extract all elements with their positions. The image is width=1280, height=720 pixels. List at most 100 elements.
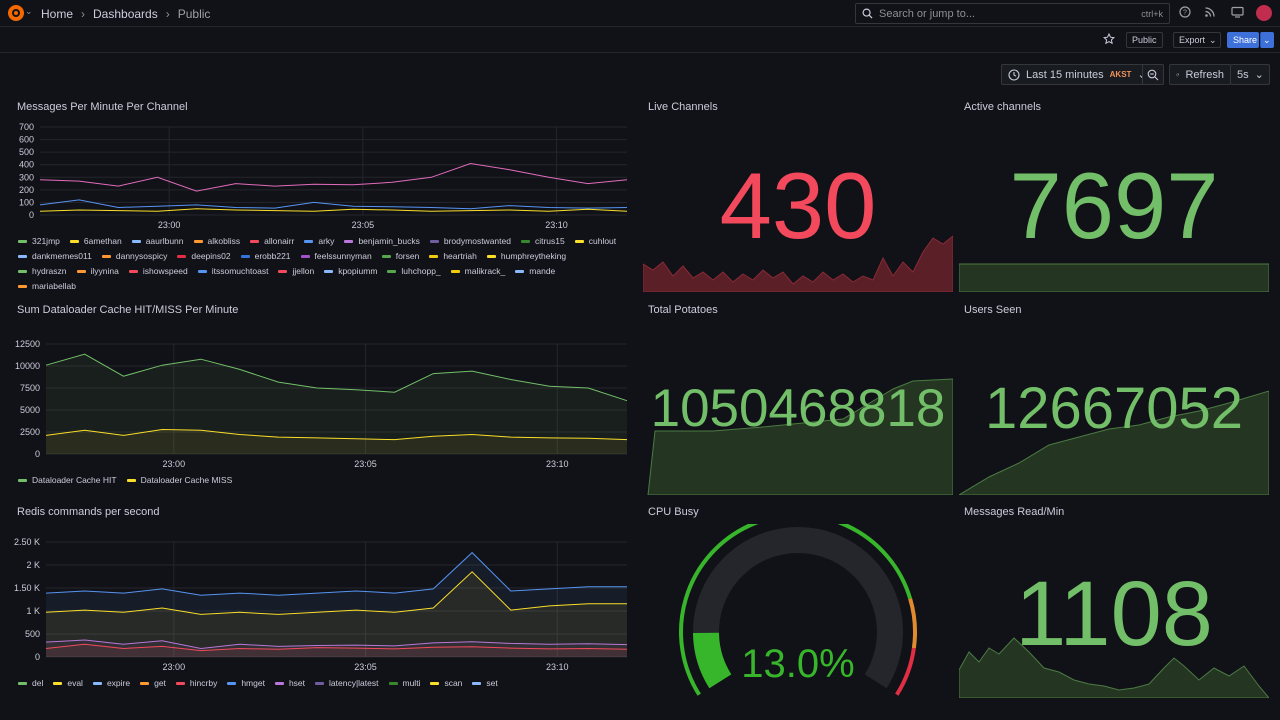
legend-item[interactable]: erobb221 [240, 251, 291, 262]
legend-item[interactable]: dannysospicy [101, 251, 168, 262]
series-line[interactable] [39, 162, 628, 192]
panel-title[interactable]: Live Channels [648, 101, 718, 113]
legend-label: hmget [241, 678, 265, 688]
legend-item[interactable]: hincrby [175, 678, 217, 692]
legend-swatch [131, 240, 141, 244]
breadcrumb-home[interactable]: Home [41, 7, 74, 21]
panel-title[interactable]: Messages Read/Min [964, 506, 1065, 518]
legend-item[interactable]: eval [53, 678, 83, 692]
legend-item[interactable]: aaurlbunn [131, 236, 184, 247]
share-dropdown-chevron-icon[interactable]: ⌄ [1260, 32, 1274, 48]
refresh-button[interactable]: Refresh [1169, 64, 1231, 85]
legend-item[interactable]: dankmemes011 [18, 251, 92, 262]
legend-item[interactable]: 321jmp [18, 236, 60, 247]
legend-item[interactable]: hydraszn [18, 266, 67, 277]
legend-label: mande [529, 266, 556, 276]
messages-per-minute-chart[interactable]: 0 100 200 300 400 500 600 700 23:00 23:05 23:10 [0, 119, 632, 249]
legend-item[interactable]: citrus15 [520, 236, 565, 247]
y-tick-label: 0 [29, 210, 34, 220]
series-line[interactable] [45, 571, 627, 615]
legend-item[interactable]: hmget [227, 678, 265, 692]
breadcrumb-dashboards[interactable]: Dashboards [93, 7, 158, 21]
legend-item[interactable]: 6amethan [69, 236, 122, 247]
legend-label: malikrack_ [464, 266, 506, 276]
legend-swatch [227, 682, 237, 686]
legend-item[interactable]: brodymostwanted [429, 236, 511, 247]
legend-item[interactable]: scan [430, 678, 462, 692]
legend-item[interactable]: luhchopp_ [387, 266, 441, 277]
legend-item[interactable]: feelssunnyman [300, 251, 372, 262]
help-icon[interactable]: ? [1178, 6, 1192, 20]
legend-item[interactable]: jjellon [278, 266, 314, 277]
legend-item[interactable]: malikrack_ [450, 266, 506, 277]
export-button[interactable]: Export ⌄ [1173, 32, 1221, 48]
search-input[interactable]: Search or jump to... ctrl+k [855, 3, 1170, 24]
legend-item[interactable]: ilyynina [76, 266, 119, 277]
y-tick-label: 100 [19, 197, 34, 207]
panel-title[interactable]: Users Seen [964, 304, 1022, 316]
user-avatar[interactable] [1256, 5, 1272, 21]
legend-item[interactable]: mande [515, 266, 555, 277]
panel-title[interactable]: Active channels [964, 101, 1042, 113]
time-range-picker[interactable]: Last 15 minutes AKST ⌄ [1001, 64, 1164, 85]
legend-item[interactable]: latency|latest [315, 678, 379, 692]
legend-swatch [304, 240, 314, 244]
legend-swatch [53, 682, 63, 686]
legend-swatch [18, 240, 27, 244]
share-button[interactable]: Share [1227, 32, 1259, 48]
legend-item[interactable]: get [140, 678, 166, 692]
kiosk-mode-icon[interactable] [1230, 6, 1244, 20]
series-line[interactable] [45, 643, 628, 652]
legend-swatch [18, 479, 27, 483]
panel-title[interactable]: Redis commands per second [17, 506, 160, 518]
star-icon[interactable] [1102, 32, 1116, 47]
series-line[interactable] [45, 639, 628, 650]
legend-item[interactable]: deepins02 [177, 251, 231, 262]
legend-item[interactable]: expire [92, 678, 131, 692]
panel-title[interactable]: Total Potatoes [648, 304, 718, 316]
legend-label: humphreytheking [500, 251, 567, 261]
dataloader-cache-chart[interactable]: 0 2500 5000 7500 10000 12500 23:00 23:05 23:10 [0, 334, 632, 494]
legend-item[interactable]: forsen [381, 251, 419, 262]
legend-swatch [240, 255, 250, 259]
legend-item[interactable]: multi [388, 678, 420, 692]
series-area [46, 571, 627, 657]
legend-item[interactable]: mariabellab [18, 281, 76, 292]
legend-item[interactable]: heartriah [429, 251, 477, 262]
legend-item[interactable]: arky [304, 236, 334, 247]
series-line[interactable] [45, 353, 628, 402]
legend-item[interactable]: benjamin_bucks [344, 236, 420, 247]
grafana-logo-icon[interactable] [8, 5, 24, 21]
legend-item[interactable]: alkobliss [193, 236, 240, 247]
legend-label: dannysospicy [115, 251, 168, 261]
legend-item[interactable]: kpopiumm [324, 266, 377, 277]
series-line[interactable] [39, 208, 628, 212]
legend-item[interactable]: set [472, 678, 498, 692]
legend-item[interactable]: Dataloader Cache MISS [126, 475, 232, 489]
y-tick-label: 2 K [26, 560, 40, 570]
series-line[interactable] [45, 551, 627, 596]
x-tick-label: 23:00 [163, 459, 186, 469]
legend-swatch [193, 240, 203, 244]
legend-item[interactable]: allonairr [250, 236, 294, 247]
legend-item[interactable]: cuhlout [574, 236, 617, 247]
refresh-interval-picker[interactable]: 5s ⌄ [1230, 64, 1270, 85]
news-rss-icon[interactable] [1203, 6, 1217, 20]
legend-item[interactable]: Dataloader Cache HIT [18, 475, 117, 489]
legend-item[interactable]: itssomuchtoast [197, 266, 268, 277]
legend-label: cuhlout [588, 236, 617, 246]
series-line[interactable] [45, 428, 628, 441]
redis-commands-chart[interactable]: 0 500 1 K 1.50 K 2 K 2.50 K 23:00 23:05 23:10 [0, 534, 632, 694]
legend-label: ishowspeed [142, 266, 188, 276]
panel-title[interactable]: Sum Dataloader Cache HIT/MISS Per Minute [17, 304, 239, 316]
panel-title[interactable]: CPU Busy [648, 506, 699, 518]
legend-item[interactable]: ishowspeed [128, 266, 188, 277]
chevron-down-icon[interactable]: ⌄ [25, 6, 33, 16]
legend-item[interactable]: del [18, 678, 43, 692]
legend-label: expire [106, 678, 131, 688]
series-line[interactable] [39, 199, 628, 210]
zoom-out-button[interactable] [1142, 64, 1164, 85]
panel-title[interactable]: Messages Per Minute Per Channel [17, 101, 188, 113]
legend-item[interactable]: humphreytheking [486, 251, 567, 262]
legend-item[interactable]: hset [274, 678, 305, 692]
